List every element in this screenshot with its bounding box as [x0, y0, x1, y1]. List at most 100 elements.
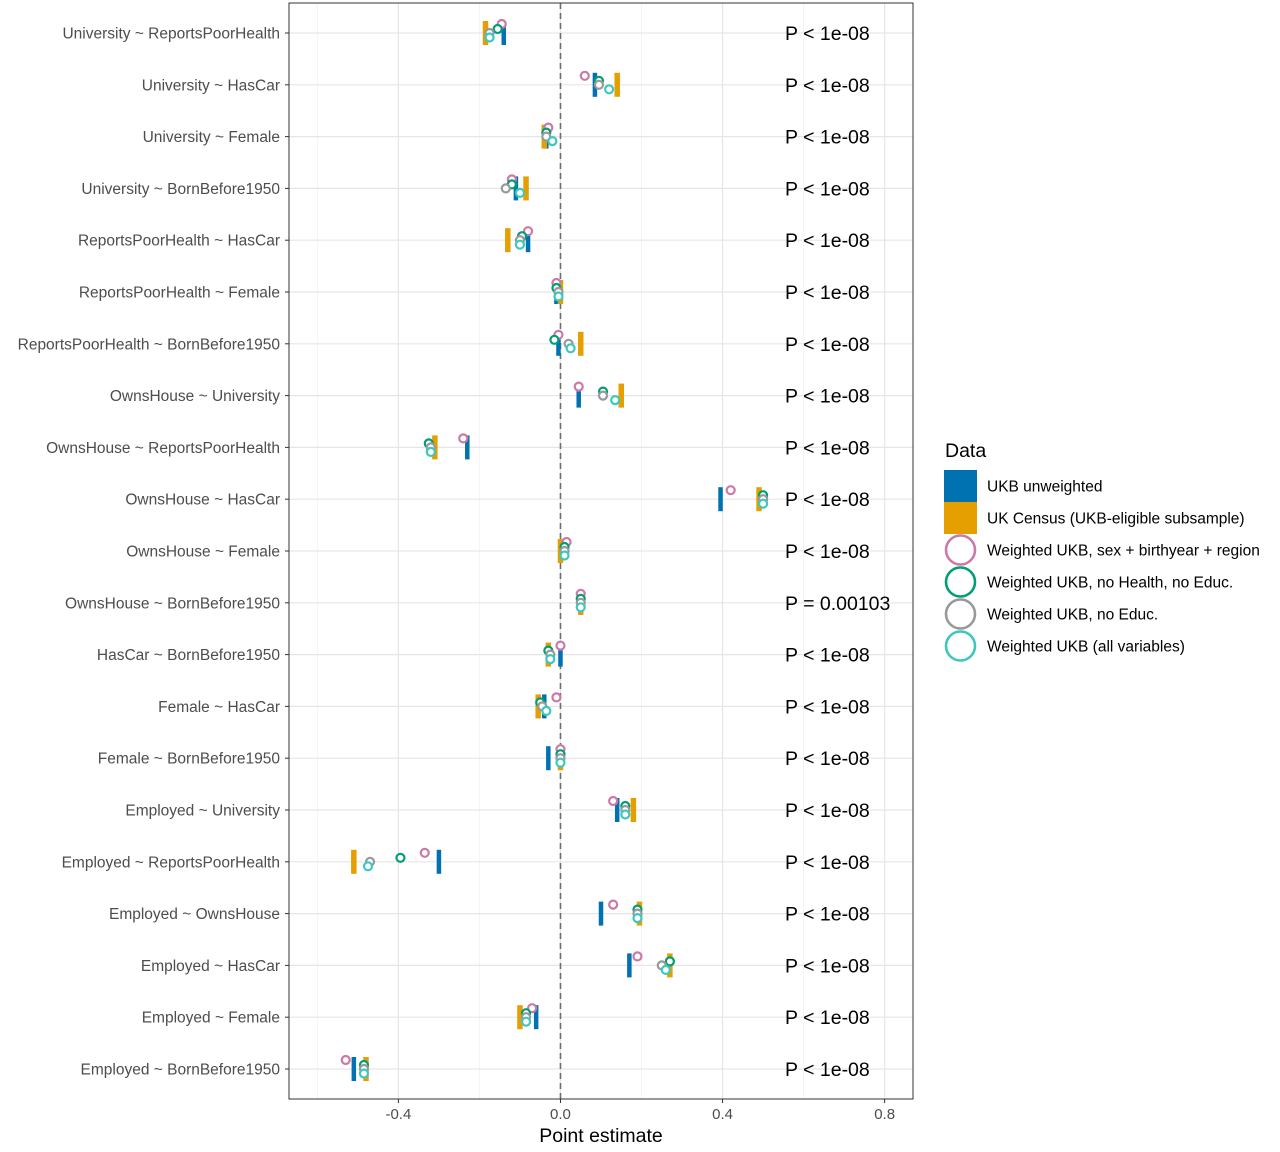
point-circle-5-6	[565, 343, 576, 354]
pvalue-label: P < 1e-08	[785, 334, 870, 356]
point-circle-2-16	[419, 847, 430, 858]
point-bar-0-18	[627, 953, 632, 978]
point-bar-0-0	[501, 21, 507, 45]
pvalue-label: P < 1e-08	[785, 955, 870, 977]
point-bar-0-16	[436, 849, 442, 874]
category-label: ReportsPoorHealth ~ Female	[79, 285, 280, 302]
point-circle-5-19	[520, 1016, 532, 1027]
legend-key-0	[944, 470, 977, 502]
pvalue-label: P < 1e-08	[785, 696, 870, 718]
point-circle-5-18	[660, 964, 671, 976]
point-circle-2-18	[632, 951, 643, 962]
pvalue-label: P = 0.00103	[785, 593, 890, 615]
legend-title: Data	[945, 440, 986, 462]
point-circle-2-12	[555, 640, 566, 651]
category-label: Employed ~ Female	[142, 1010, 280, 1027]
point-circle-5-9	[757, 498, 769, 509]
point-circle-5-3	[514, 187, 526, 198]
category-label: HasCar ~ BornBefore1950	[97, 647, 280, 664]
point-circle-5-8	[425, 446, 436, 457]
category-label: OwnsHouse ~ University	[110, 388, 280, 405]
point-bar-0-14	[546, 746, 551, 771]
point-bar-0-7	[576, 383, 581, 408]
point-bar-1-15	[630, 798, 637, 822]
point-circle-5-0	[484, 32, 495, 43]
point-circle-5-5	[553, 291, 564, 302]
point-circle-3-6	[549, 334, 560, 345]
point-circle-2-15	[608, 795, 619, 807]
category-label: University ~ BornBefore1950	[81, 181, 280, 198]
x-tick-label: -0.4	[385, 1106, 411, 1123]
legend-key-5	[944, 630, 977, 662]
legend-key-2	[944, 534, 977, 566]
legend-label-1: UK Census (UKB-eligible subsample)	[987, 511, 1245, 528]
legend-label-0: UKB unweighted	[987, 479, 1102, 496]
pvalue-label: P < 1e-08	[785, 386, 870, 408]
legend-label-2: Weighted UKB, sex + birthyear + region	[987, 543, 1260, 560]
category-label: Employed ~ ReportsPoorHealth	[62, 854, 280, 871]
point-bar-1-16	[351, 849, 357, 874]
legend-key-1	[944, 502, 977, 534]
category-label: Female ~ BornBefore1950	[98, 751, 281, 768]
point-circle-5-15	[620, 809, 631, 820]
pvalue-label: P < 1e-08	[785, 800, 870, 822]
category-label: OwnsHouse ~ HasCar	[125, 492, 280, 509]
point-circle-2-8	[458, 433, 469, 444]
category-label: Employed ~ BornBefore1950	[81, 1062, 281, 1079]
pvalue-label: P < 1e-08	[785, 437, 870, 459]
category-label: OwnsHouse ~ BornBefore1950	[65, 595, 280, 612]
point-circle-2-7	[573, 381, 584, 392]
point-bar-0-8	[465, 435, 470, 460]
pvalue-label: P < 1e-08	[785, 748, 870, 770]
point-circle-4-3	[500, 183, 511, 194]
point-circle-2-1	[579, 70, 590, 81]
point-circle-5-14	[555, 757, 566, 768]
point-circle-2-9	[725, 485, 736, 496]
point-bar-0-4	[525, 228, 531, 253]
point-bar-0-12	[558, 642, 563, 667]
point-circle-3-18	[664, 956, 675, 967]
point-bar-0-9	[718, 487, 723, 512]
point-circle-5-2	[547, 136, 558, 147]
pvalue-label: P < 1e-08	[785, 541, 870, 563]
point-circle-4-1	[593, 79, 605, 90]
point-circle-5-7	[610, 395, 621, 406]
point-bar-1-7	[618, 383, 625, 408]
category-label: ReportsPoorHealth ~ BornBefore1950	[18, 336, 281, 353]
legend-label-3: Weighted UKB, no Health, no Educ.	[987, 575, 1233, 592]
point-circle-5-20	[358, 1068, 370, 1079]
pvalue-label: P < 1e-08	[785, 23, 870, 45]
pvalue-label: P < 1e-08	[785, 230, 870, 252]
point-bar-0-19	[533, 1005, 539, 1030]
point-circle-5-4	[514, 239, 526, 250]
x-tick-label: 0.4	[712, 1106, 733, 1123]
point-circle-5-13	[541, 705, 552, 717]
pvalue-label: P < 1e-08	[785, 1007, 870, 1029]
point-circle-5-11	[575, 602, 586, 613]
point-bar-0-17	[598, 901, 604, 926]
point-circle-3-0	[492, 23, 503, 35]
point-bar-0-3	[513, 176, 519, 201]
pvalue-label: P < 1e-08	[785, 645, 870, 667]
point-circle-4-7	[597, 390, 609, 401]
category-label: University ~ ReportsPoorHealth	[62, 26, 280, 43]
pvalue-label: P < 1e-08	[785, 489, 870, 511]
pvalue-label: P < 1e-08	[785, 75, 870, 97]
point-bar-0-6	[556, 331, 561, 356]
point-bar-0-20	[351, 1057, 357, 1081]
point-bar-1-4	[505, 228, 511, 253]
category-label: OwnsHouse ~ ReportsPoorHealth	[46, 440, 280, 457]
pvalue-label: P < 1e-08	[785, 178, 870, 200]
category-label: Employed ~ HasCar	[141, 958, 280, 975]
category-label: Female ~ HasCar	[158, 699, 280, 716]
point-circle-3-16	[395, 852, 406, 863]
pvalue-label: P < 1e-08	[785, 282, 870, 304]
point-circle-5-12	[545, 653, 556, 665]
legend-key-4	[944, 598, 977, 630]
point-bar-1-1	[614, 72, 620, 97]
pvalue-label: P < 1e-08	[785, 127, 870, 149]
point-circle-2-13	[551, 692, 562, 703]
point-bar-1-19	[517, 1005, 523, 1030]
point-bar-0-15	[614, 798, 620, 822]
